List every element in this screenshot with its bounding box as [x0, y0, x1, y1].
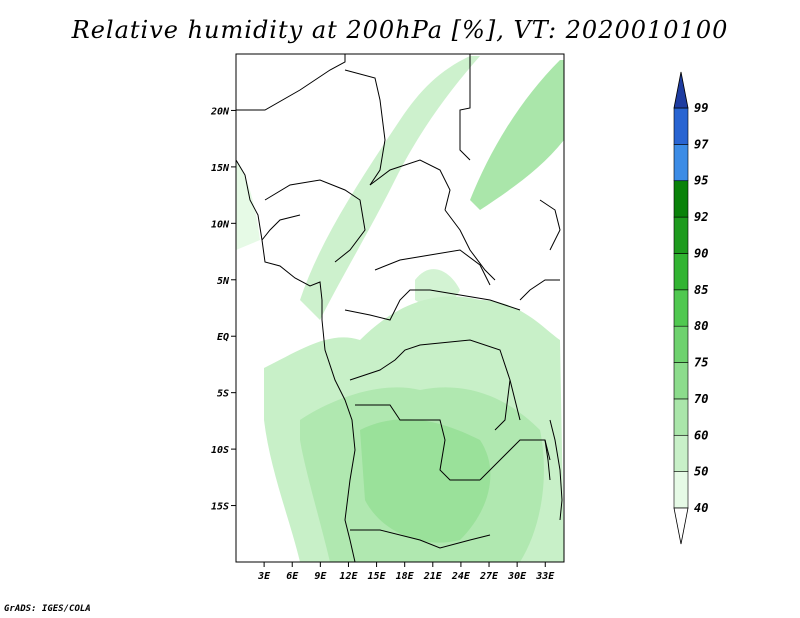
lake-malawi: [544, 439, 551, 481]
colorbar-arrow-high: [673, 71, 689, 109]
border-chad-sudan: [444, 209, 496, 281]
lat-tick-label-20N: 20N: [210, 106, 230, 117]
border-namibia: [350, 529, 491, 549]
lon-tick-label-3E: 3E: [257, 571, 271, 582]
border-angola: [355, 404, 480, 481]
colorbar-segment-95: [673, 144, 689, 182]
colorbar-label-85: 85: [694, 283, 708, 297]
colorbar-label-95: 95: [694, 174, 708, 188]
colorbar-segment-70: [673, 362, 689, 400]
grads-credit: GrADS: IGES/COLA: [4, 604, 91, 614]
border-libya-egypt: [459, 54, 471, 161]
lon-tick-label-18E: 18E: [396, 571, 415, 582]
humidity-area-south-core: [360, 419, 491, 543]
border-zambia: [479, 439, 551, 481]
colorbar-label-80: 80: [694, 319, 708, 333]
lat-tick-label-10N: 10N: [211, 219, 230, 230]
lat-tick-label-5N: 5N: [217, 276, 230, 287]
country-borders: [236, 54, 563, 562]
colorbar-segment-80: [673, 289, 689, 327]
colorbar-segment-50: [673, 434, 689, 472]
lon-tick-label-27E: 27E: [479, 571, 499, 582]
lat-tick-label-15S: 15S: [211, 502, 229, 513]
map-frame: [235, 53, 565, 563]
lon-tick-label-6E: 6E: [286, 571, 299, 582]
lake-tanganyika: [509, 379, 521, 421]
colorbar-segment-92: [673, 180, 689, 218]
colorbar-segment-60: [673, 398, 689, 436]
colorbar-label-97: 97: [694, 137, 709, 151]
colorbar-segment-75: [673, 325, 689, 363]
lon-tick-label-21E: 21E: [423, 571, 443, 582]
colorbar-label-70: 70: [694, 392, 708, 406]
border-algeria-mali: [236, 54, 346, 111]
colorbar-arrow-low: [673, 507, 689, 545]
border-ethiopia: [539, 199, 561, 251]
colorbar: 40 50 60 70 75 80 85 90 92 95 97 99: [673, 71, 709, 545]
axis-ticks: 3E 6E 9E 12E 15E 18E 21E 24E 27E 30E 33E 20N 15N 10N 5…: [210, 106, 555, 582]
coastline-mozambique: [549, 419, 563, 521]
border-congo: [344, 289, 521, 321]
colorbar-label-40: 40: [694, 501, 708, 515]
colorbar-label-99: 99: [694, 101, 708, 115]
colorbar-segment-90: [673, 216, 689, 254]
colorbar-label-75: 75: [694, 356, 708, 370]
lon-tick-label-24E: 24E: [451, 571, 471, 582]
lon-tick-label-9E: 9E: [314, 571, 327, 582]
border-algeria-libya: [344, 69, 386, 186]
colorbar-segment-97: [673, 107, 689, 145]
colorbar-label-60: 60: [694, 428, 708, 442]
colorbar-label-90: 90: [694, 246, 708, 260]
border-niger-chad: [369, 159, 451, 211]
border-east-africa: [519, 279, 560, 301]
coastline-west-africa: [236, 159, 356, 562]
humidity-shading: [236, 56, 564, 562]
colorbar-label-92: 92: [694, 210, 708, 224]
lon-tick-label-33E: 33E: [535, 571, 555, 582]
humidity-area-west: [236, 160, 260, 250]
lat-tick-label-EQ: EQ: [217, 332, 229, 343]
border-nigeria: [264, 179, 366, 263]
lon-tick-label-15E: 15E: [368, 571, 387, 582]
humidity-band-northeast: [470, 60, 564, 210]
border-car: [374, 249, 491, 286]
map-title: Relative humidity at 200hPa [%], VT: 202…: [71, 16, 729, 44]
lat-tick-label-10S: 10S: [211, 445, 229, 456]
humidity-area-central: [415, 269, 460, 307]
colorbar-segment-40: [673, 471, 689, 509]
lon-tick-label-30E: 30E: [507, 571, 527, 582]
colorbar-segment-85: [673, 253, 689, 291]
lon-tick-label-12E: 12E: [339, 571, 358, 582]
border-drc: [349, 339, 511, 431]
border-sahel: [261, 214, 301, 241]
lat-tick-label-5S: 5S: [217, 389, 229, 400]
colorbar-label-50: 50: [694, 465, 708, 479]
lat-tick-label-15N: 15N: [211, 163, 230, 174]
